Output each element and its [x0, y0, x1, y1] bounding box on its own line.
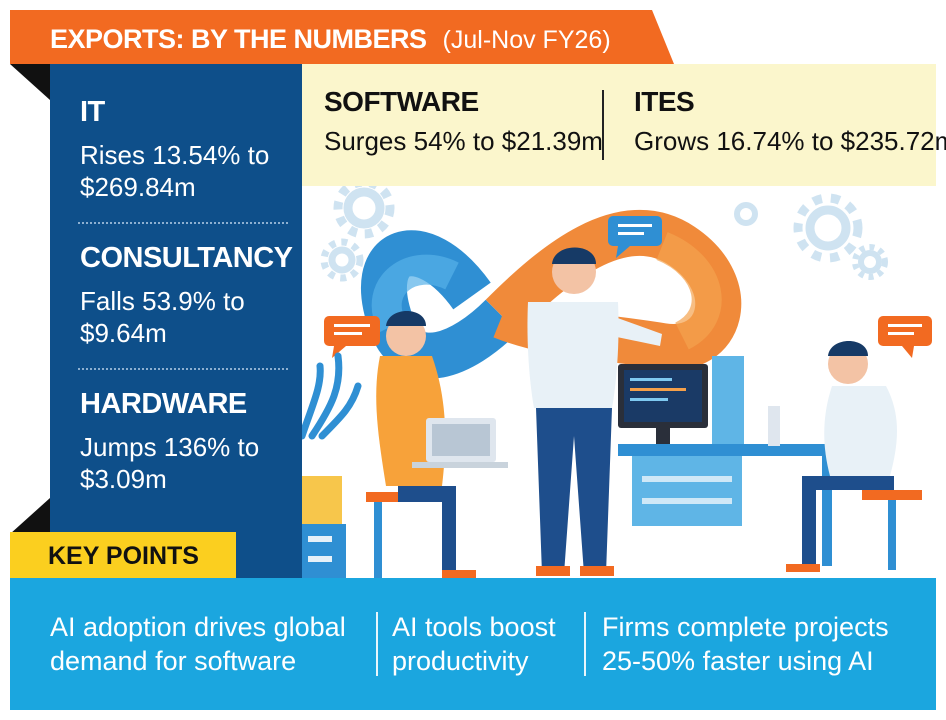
- stat-consultancy: CONSULTANCY Falls 53.9% to $9.64m: [80, 242, 293, 349]
- key-points-title: KEY POINTS: [48, 542, 199, 570]
- stat-it-desc: Rises 13.54% to $269.84m: [80, 140, 270, 202]
- stat-ites: ITES Grows 16.74% to $235.72m: [634, 86, 946, 157]
- monitor-icon: [618, 356, 744, 444]
- stat-software-label: SOFTWARE: [324, 86, 479, 117]
- stat-divider: [78, 368, 288, 370]
- speech-bubble-icon: [324, 316, 380, 358]
- team-illustration: [294, 177, 932, 578]
- header-banner-shape: [10, 10, 674, 64]
- gear-icon: [734, 202, 758, 226]
- top-stats-panel: SOFTWARE Surges 54% to $21.39m ITES Grow…: [302, 64, 946, 186]
- top-stats-divider: [602, 90, 604, 160]
- key-point-divider: [376, 612, 378, 676]
- laptop-icon: [412, 418, 508, 468]
- desk: [618, 444, 864, 566]
- stat-consultancy-desc: Falls 53.9% to $9.64m: [80, 286, 245, 348]
- stat-software: SOFTWARE Surges 54% to $21.39m: [324, 86, 603, 157]
- gear-icon: [852, 244, 888, 280]
- stat-ites-label: ITES: [634, 86, 695, 117]
- plant-icon: [294, 352, 362, 578]
- page-subtitle: (Jul-Nov FY26): [442, 26, 611, 54]
- stat-hardware-desc: Jumps 136% to $3.09m: [80, 432, 260, 494]
- page-title: EXPORTS: BY THE NUMBERS: [50, 24, 427, 54]
- left-fold-bottom: [10, 498, 50, 534]
- illustration: [294, 177, 936, 578]
- stat-hardware: HARDWARE Jumps 136% to $3.09m: [80, 388, 290, 495]
- stat-it: IT Rises 13.54% to $269.84m: [80, 96, 290, 203]
- person-seated-right: [768, 341, 922, 572]
- stat-it-label: IT: [80, 96, 105, 128]
- key-point-item: Firms complete projects 25-50% faster us…: [602, 612, 889, 676]
- stat-consultancy-label: CONSULTANCY: [80, 242, 293, 274]
- speech-bubble-icon: [608, 216, 662, 258]
- key-point-divider: [584, 612, 586, 676]
- stat-divider: [78, 222, 288, 224]
- key-points-tag: KEY POINTS: [10, 532, 236, 578]
- key-point-item: AI tools boost productivity: [392, 612, 556, 676]
- left-stats-panel: IT Rises 13.54% to $269.84m CONSULTANCY …: [50, 64, 302, 578]
- header-banner: EXPORTS: BY THE NUMBERS (Jul-Nov FY26): [10, 10, 674, 64]
- stat-ites-desc: Grows 16.74% to $235.72m: [634, 126, 946, 156]
- key-points-band: AI adoption drives global demand for sof…: [10, 578, 936, 710]
- gear-icon: [793, 193, 863, 263]
- speech-bubble-icon: [878, 316, 932, 358]
- key-point-item: AI adoption drives global demand for sof…: [50, 612, 346, 676]
- stat-hardware-label: HARDWARE: [80, 388, 247, 420]
- stat-software-desc: Surges 54% to $21.39m: [324, 126, 603, 156]
- left-fold-top: [10, 64, 50, 100]
- gear-icon: [320, 238, 364, 282]
- gear-icon: [333, 177, 395, 239]
- person-standing: [527, 247, 662, 576]
